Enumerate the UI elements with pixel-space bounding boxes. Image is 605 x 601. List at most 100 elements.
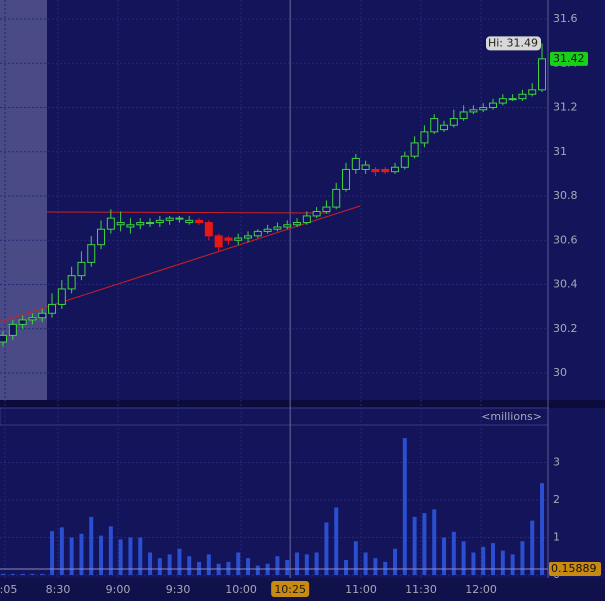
candle-body xyxy=(165,217,174,221)
volume-bar xyxy=(246,558,251,575)
volume-bar xyxy=(50,531,55,575)
candle-body xyxy=(283,224,292,228)
volume-bar xyxy=(383,561,388,575)
y-tick-label: 31 xyxy=(553,145,567,158)
last-volume-label: 0.15889 xyxy=(551,562,597,575)
candle-body xyxy=(204,222,213,237)
volume-bar xyxy=(530,520,535,575)
volume-bar xyxy=(255,565,260,575)
volume-bar xyxy=(167,554,172,575)
volume-bar xyxy=(491,543,496,575)
volume-bar xyxy=(353,541,358,575)
volume-bar xyxy=(285,560,290,575)
y-tick-label: 3 xyxy=(553,456,560,469)
volume-bar xyxy=(69,537,74,575)
y-tick-label: 30.4 xyxy=(553,278,578,291)
candle-body xyxy=(538,58,547,91)
x-tick-label: 11:00 xyxy=(345,583,377,596)
volume-bar xyxy=(373,558,378,575)
candle-body xyxy=(508,98,517,101)
x-tick-label: 8:30 xyxy=(46,583,71,596)
candle-body xyxy=(48,303,57,314)
candle-body xyxy=(87,244,96,263)
candle-body xyxy=(28,317,37,321)
volume-bar xyxy=(118,539,123,575)
volume-bar xyxy=(177,548,182,575)
volume-bar xyxy=(471,552,476,575)
y-tick-label: 30.2 xyxy=(553,322,578,335)
candle-body xyxy=(224,237,233,241)
candle-body xyxy=(498,98,507,104)
candle-body xyxy=(97,228,106,246)
volume-bar xyxy=(363,552,368,575)
candle-body xyxy=(293,222,302,226)
candle-body xyxy=(351,157,360,170)
volume-bar xyxy=(99,535,104,575)
candle-body xyxy=(440,124,449,131)
volume-header xyxy=(0,407,549,426)
last-price-label: 31.42 xyxy=(553,52,585,65)
x-tick-label: 9:30 xyxy=(166,583,191,596)
volume-bar xyxy=(412,516,417,575)
volume-bar xyxy=(187,556,192,575)
candle-body xyxy=(57,288,66,305)
candle-body xyxy=(302,215,311,224)
candle-body xyxy=(38,312,47,319)
candle-body xyxy=(195,219,204,224)
candle-body xyxy=(410,142,419,157)
x-tick-label: 8:05 xyxy=(0,583,17,596)
cursor-box xyxy=(271,581,310,597)
candle-body xyxy=(106,217,115,230)
candle-body xyxy=(489,102,498,109)
volume-bar xyxy=(1,573,6,575)
candle-body xyxy=(0,334,8,343)
candle-body xyxy=(371,168,380,173)
hi-box xyxy=(486,36,541,51)
candle-body xyxy=(391,166,400,173)
volume-bar xyxy=(422,513,427,575)
volume-bar xyxy=(344,560,349,575)
x-tick-label: 11:30 xyxy=(405,583,437,596)
volume-bar xyxy=(442,537,447,575)
y-tick-label: 30.6 xyxy=(553,233,578,246)
volume-bar xyxy=(295,552,300,575)
y-tick-label: 30 xyxy=(553,366,567,379)
volume-bar xyxy=(197,561,202,575)
candle-body xyxy=(67,275,76,290)
volume-bar xyxy=(59,527,64,575)
candle-body xyxy=(253,230,262,237)
hi-label: Hi: 31.49 xyxy=(488,36,538,49)
volume-subtitle: <millions> xyxy=(481,410,542,423)
volume-bar xyxy=(500,550,505,575)
volume-bar xyxy=(275,556,280,575)
candle-body xyxy=(449,118,458,126)
volume-bar xyxy=(226,561,231,575)
candle-body xyxy=(8,323,17,336)
x-tick-label: 10:00 xyxy=(225,583,257,596)
candle-body xyxy=(469,109,478,113)
candle-body xyxy=(361,164,370,170)
cursor-label: 10:25 xyxy=(274,583,306,596)
candle-body xyxy=(146,222,155,225)
volume-bar xyxy=(432,509,437,575)
candle-body xyxy=(430,118,439,133)
candle-body xyxy=(518,93,527,100)
volume-bar xyxy=(510,554,515,575)
last-volume-box xyxy=(549,562,601,577)
volume-bar xyxy=(20,573,25,575)
x-tick-label: 12:00 xyxy=(465,583,497,596)
volume-bar xyxy=(402,438,407,575)
volume-bar xyxy=(236,552,241,575)
candle-body xyxy=(322,206,331,213)
volume-bar xyxy=(108,526,113,575)
volume-bar xyxy=(334,507,339,575)
candle-body xyxy=(18,319,27,325)
volume-bar xyxy=(520,541,525,575)
resistance-line xyxy=(46,211,331,214)
volume-bar xyxy=(79,533,84,575)
volume-bar xyxy=(30,573,35,575)
volume-bar xyxy=(40,573,45,575)
volume-bar xyxy=(89,516,94,575)
